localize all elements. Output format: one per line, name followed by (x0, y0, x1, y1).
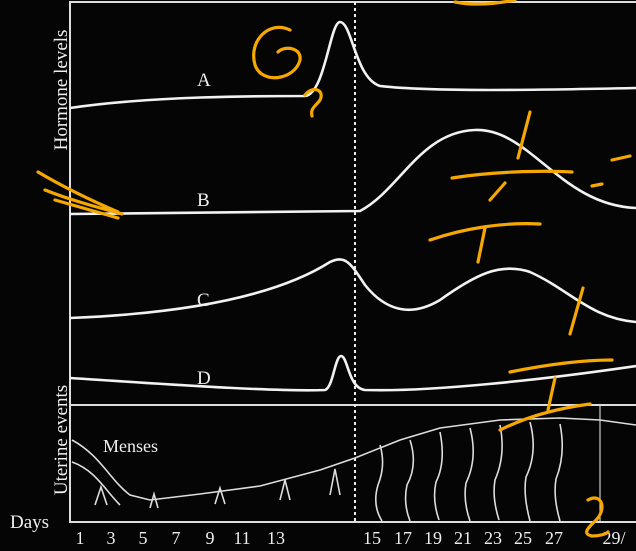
curve-label: A (197, 70, 211, 91)
curve-a (69, 20, 636, 110)
uterine-panel (69, 404, 636, 523)
curve-c (69, 258, 636, 324)
day-label: 25 (514, 528, 532, 548)
ink-mark (252, 25, 302, 80)
day-label: 9 (206, 528, 215, 548)
day-label: 27 (545, 528, 563, 548)
day-label: 7 (172, 528, 181, 548)
day-label: 23 (484, 528, 502, 548)
curve-label: B (197, 190, 210, 211)
day-label: 19 (424, 528, 442, 548)
ink-mark (585, 496, 610, 538)
curve-label: D (197, 368, 211, 389)
day-label: 29/ (602, 528, 625, 548)
endometrium-surface (71, 417, 636, 501)
day-label: 17 (394, 528, 412, 548)
hormone-panel (69, 1, 636, 406)
curve-d (69, 354, 636, 392)
curve-b (69, 128, 636, 216)
day-label: 5 (139, 528, 148, 548)
handwriting (36, 0, 632, 538)
ink-mark (590, 154, 632, 188)
day-label: 13 (267, 528, 285, 548)
endometrium-glands (71, 421, 564, 522)
day-label: 3 (107, 528, 116, 548)
ink-mark (303, 87, 323, 118)
day-label: 15 (363, 528, 381, 548)
curve-label: C (197, 290, 210, 311)
ink-mark (498, 286, 614, 432)
ink-mark (428, 110, 574, 264)
ink-mark (453, 0, 517, 6)
ink-mark (36, 170, 124, 220)
menses-label: Menses (103, 436, 158, 456)
day-label: 1 (76, 528, 85, 548)
axis-label: Days (10, 512, 49, 533)
day-label: 21 (454, 528, 472, 548)
axis-label: Hormone levels (51, 30, 72, 151)
axis-label: Uterine events (51, 385, 72, 495)
day-labels: 1 3 5 7 9 11 13 15 17 19 21 23 25 27 29/ (76, 528, 626, 548)
day-label: 11 (233, 528, 250, 548)
